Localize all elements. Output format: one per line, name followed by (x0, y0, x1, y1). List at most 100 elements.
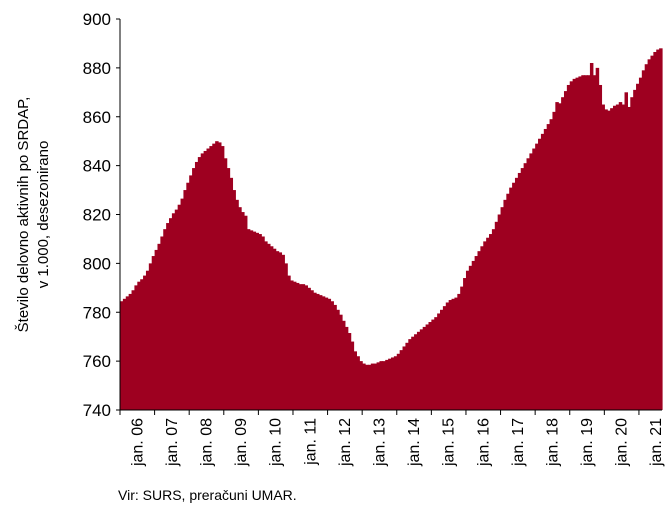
y-tick-label: 740 (83, 401, 111, 420)
data-bar (552, 111, 556, 411)
data-bar (480, 246, 484, 410)
data-bar (431, 319, 435, 410)
data-bar (215, 141, 219, 410)
y-axis-label-line: v 1.000, desezonirano (35, 141, 52, 289)
data-bar (526, 158, 530, 410)
data-bar (440, 309, 444, 410)
data-bar (558, 103, 562, 410)
data-bar (226, 168, 231, 410)
data-bar (445, 302, 450, 410)
data-bar (500, 207, 505, 410)
data-bar (275, 251, 280, 410)
data-bar (353, 351, 357, 410)
data-bar (324, 297, 329, 410)
data-bar (465, 270, 470, 410)
data-bar (477, 251, 481, 410)
data-bar (633, 89, 637, 411)
data-bar (382, 361, 386, 411)
data-bar (471, 260, 476, 410)
data-bar (535, 143, 539, 410)
data-bar (246, 229, 251, 410)
data-bar (416, 331, 421, 410)
data-bar (341, 320, 346, 410)
data-bar (422, 326, 427, 410)
data-bar (491, 229, 496, 410)
data-bar (189, 175, 193, 410)
y-tick-label: 860 (83, 108, 111, 127)
data-bar (566, 84, 571, 410)
data-bar (376, 362, 381, 410)
data-bar (174, 209, 179, 410)
data-bar (618, 102, 623, 410)
data-bar (212, 143, 216, 410)
data-bar (555, 102, 559, 410)
data-bar (163, 229, 167, 410)
data-bar (532, 148, 536, 410)
axes (116, 18, 662, 415)
data-bar (598, 84, 603, 410)
data-bar (238, 207, 242, 410)
data-bar (290, 280, 294, 410)
y-tick-label: 900 (83, 10, 111, 29)
x-tick-label: jan. 20 (614, 418, 631, 467)
data-bar (647, 59, 652, 410)
y-tick-label: 840 (83, 157, 111, 176)
x-tick-label: jan. 14 (406, 418, 423, 467)
data-bar (561, 97, 565, 410)
data-bar (154, 249, 159, 410)
data-bar (220, 146, 225, 410)
data-bar (194, 161, 199, 410)
data-bar (171, 213, 176, 410)
data-bar (284, 263, 288, 411)
data-bar (523, 163, 528, 410)
y-axis-label-line: Število delovno aktivnih po SRDAP, (15, 97, 32, 333)
data-bar (497, 214, 502, 410)
x-tick-label: jan. 15 (441, 418, 458, 467)
data-bar (503, 199, 507, 410)
data-bar (143, 275, 147, 410)
x-tick-label: jan. 17 (510, 418, 527, 467)
data-bar (209, 146, 213, 410)
data-bar (656, 49, 660, 411)
data-bar (356, 356, 360, 410)
data-bar (483, 241, 487, 410)
data-bar (267, 243, 271, 410)
data-bar (269, 246, 274, 410)
data-bar (137, 281, 141, 410)
data-bar (572, 78, 577, 411)
data-bar (151, 256, 156, 410)
data-bar (621, 104, 626, 410)
data-bar (128, 293, 133, 410)
data-bar (659, 48, 663, 410)
data-bar (313, 292, 317, 410)
x-tick-label: jan. 08 (199, 418, 216, 467)
data-bar (295, 282, 300, 410)
data-bar (272, 248, 277, 410)
data-bar (595, 67, 600, 411)
data-bar (307, 287, 311, 410)
data-bar (298, 284, 303, 410)
data-bar (575, 77, 579, 411)
data-bar (336, 309, 340, 410)
data-bar (408, 339, 412, 410)
data-bar (546, 124, 551, 410)
x-tick-label: jan. 16 (475, 418, 492, 467)
data-bar (252, 231, 257, 410)
data-bar (157, 243, 161, 410)
data-bar (584, 75, 588, 411)
x-tick-label: jan. 11 (302, 418, 319, 466)
source-note: Vir: SURS, preračuni UMAR. (118, 487, 297, 503)
data-bar (512, 182, 516, 410)
x-tick-label: jan. 18 (544, 418, 561, 467)
data-bar (442, 306, 447, 410)
data-bar (281, 254, 285, 410)
data-bar (650, 55, 654, 410)
y-tick-label: 780 (83, 303, 111, 322)
data-bar (249, 230, 254, 410)
data-bar (373, 363, 378, 410)
data-bar (411, 336, 415, 410)
data-bar (177, 204, 182, 410)
y-tick-label: 760 (83, 352, 111, 371)
data-bar (140, 279, 144, 410)
